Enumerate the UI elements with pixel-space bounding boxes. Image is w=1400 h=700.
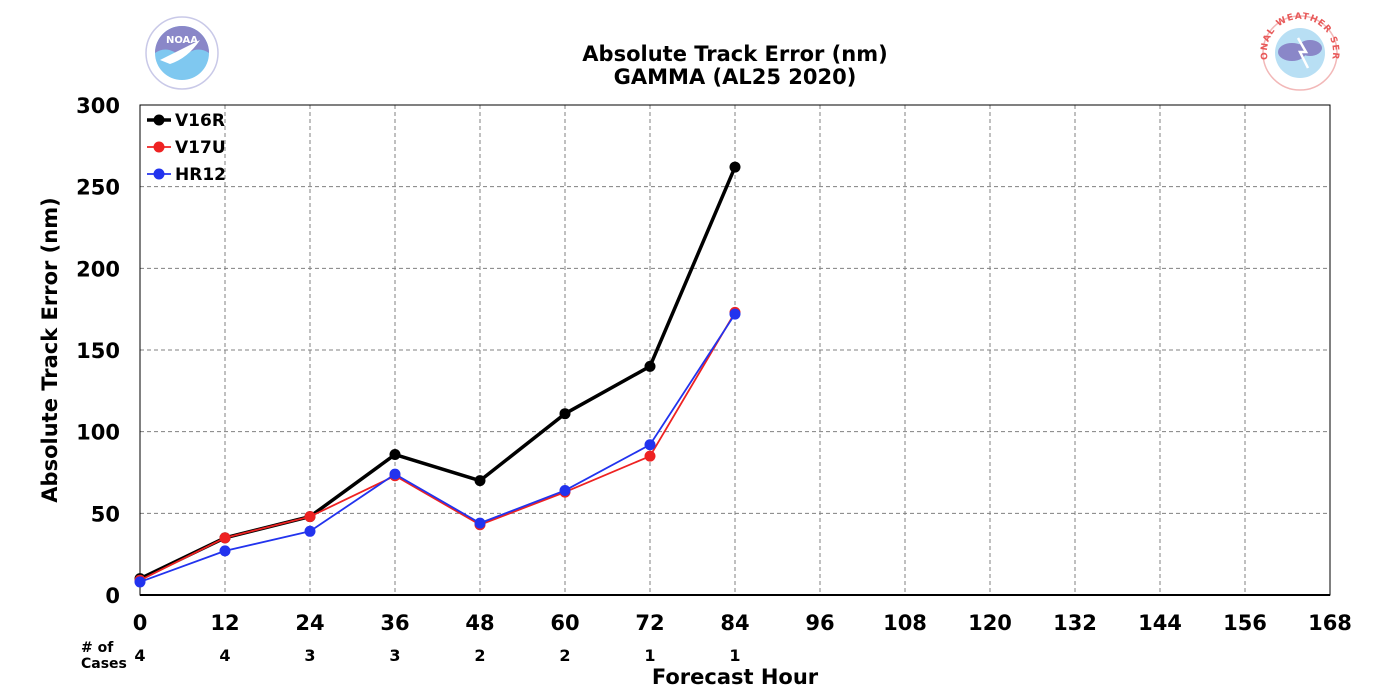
data-point-v16r bbox=[389, 449, 401, 461]
grid-lines bbox=[140, 105, 1330, 595]
cases-value: 3 bbox=[304, 646, 315, 665]
data-point-hr12 bbox=[219, 545, 231, 557]
x-tick-label: 12 bbox=[210, 611, 239, 635]
data-point-hr12 bbox=[134, 576, 146, 588]
data-point-hr12 bbox=[729, 308, 741, 320]
x-tick-label: 96 bbox=[805, 611, 834, 635]
x-tick-label: 120 bbox=[968, 611, 1012, 635]
cases-value: 3 bbox=[389, 646, 400, 665]
noaa-logo-icon: NOAA bbox=[145, 16, 219, 90]
cases-row: # of Cases 4 4 3 3 2 2 1 1 bbox=[81, 640, 741, 672]
x-axis-label: Forecast Hour bbox=[652, 665, 819, 689]
legend-swatch-marker bbox=[153, 168, 165, 180]
x-tick-label: 72 bbox=[635, 611, 664, 635]
cases-value: 2 bbox=[559, 646, 570, 665]
data-point-v16r bbox=[474, 475, 486, 487]
data-point-v16r bbox=[559, 408, 571, 420]
legend-item-v17u: V17U bbox=[147, 138, 226, 158]
x-tick-label: 0 bbox=[133, 611, 148, 635]
legend-label: V17U bbox=[175, 138, 226, 158]
cases-value: 1 bbox=[644, 646, 655, 665]
data-point-hr12 bbox=[559, 484, 571, 496]
data-point-hr12 bbox=[389, 468, 401, 480]
y-tick-label: 250 bbox=[76, 176, 120, 200]
x-tick-label: 60 bbox=[550, 611, 579, 635]
series-line-v17u bbox=[139, 311, 736, 582]
legend-item-hr12: HR12 bbox=[147, 165, 226, 185]
cases-value: 1 bbox=[729, 646, 740, 665]
y-axis-label: Absolute Track Error (nm) bbox=[38, 197, 62, 502]
y-tick-label: 0 bbox=[105, 584, 120, 608]
data-point-v16r bbox=[729, 161, 741, 173]
x-tick-label: 132 bbox=[1053, 611, 1097, 635]
legend: V16R V17U HR12 bbox=[147, 111, 226, 185]
series-line-hr12 bbox=[139, 313, 736, 583]
x-tick-label: 48 bbox=[465, 611, 494, 635]
cases-label-line2: Cases bbox=[81, 656, 127, 672]
x-tick-label: 108 bbox=[883, 611, 927, 635]
series-line-v16r bbox=[139, 166, 737, 581]
x-tick-label: 84 bbox=[720, 611, 749, 635]
legend-label: HR12 bbox=[175, 165, 226, 185]
legend-swatch-marker bbox=[153, 114, 165, 126]
noaa-logo-text: NOAA bbox=[166, 35, 198, 46]
x-tick-label: 24 bbox=[295, 611, 324, 635]
x-tick-label: 36 bbox=[380, 611, 409, 635]
x-tick-label: 144 bbox=[1138, 611, 1182, 635]
y-tick-label: 150 bbox=[76, 339, 120, 363]
data-point-hr12 bbox=[474, 517, 486, 529]
y-tick-label: 50 bbox=[91, 502, 120, 526]
x-tick-labels: 0 12 24 36 48 60 72 84 96 108 120 132 144 156 168 bbox=[133, 611, 1352, 635]
x-tick-label: 156 bbox=[1223, 611, 1267, 635]
data-point-v17u bbox=[304, 511, 316, 523]
data-point-v17u bbox=[219, 532, 231, 544]
data-point-hr12 bbox=[644, 439, 656, 451]
cases-value: 4 bbox=[134, 646, 145, 665]
cases-label-line1: # of bbox=[81, 640, 114, 656]
legend-item-v16r: V16R bbox=[147, 111, 225, 131]
data-point-v16r bbox=[644, 360, 656, 372]
y-tick-label: 100 bbox=[76, 421, 120, 445]
legend-label: V16R bbox=[175, 111, 225, 131]
chart-subtitle: GAMMA (AL25 2020) bbox=[614, 65, 857, 89]
series-layer bbox=[134, 161, 741, 588]
data-point-hr12 bbox=[304, 525, 316, 537]
data-point-v17u bbox=[644, 450, 656, 462]
y-tick-labels: 0 50 100 150 200 250 300 bbox=[76, 94, 120, 608]
legend-swatch-marker bbox=[153, 141, 165, 153]
cases-value: 2 bbox=[474, 646, 485, 665]
chart-title: Absolute Track Error (nm) bbox=[582, 42, 887, 66]
y-tick-label: 300 bbox=[76, 94, 120, 118]
cases-value: 4 bbox=[219, 646, 230, 665]
x-tick-label: 168 bbox=[1308, 611, 1352, 635]
y-tick-label: 200 bbox=[76, 257, 120, 281]
series-hr12 bbox=[134, 308, 741, 588]
